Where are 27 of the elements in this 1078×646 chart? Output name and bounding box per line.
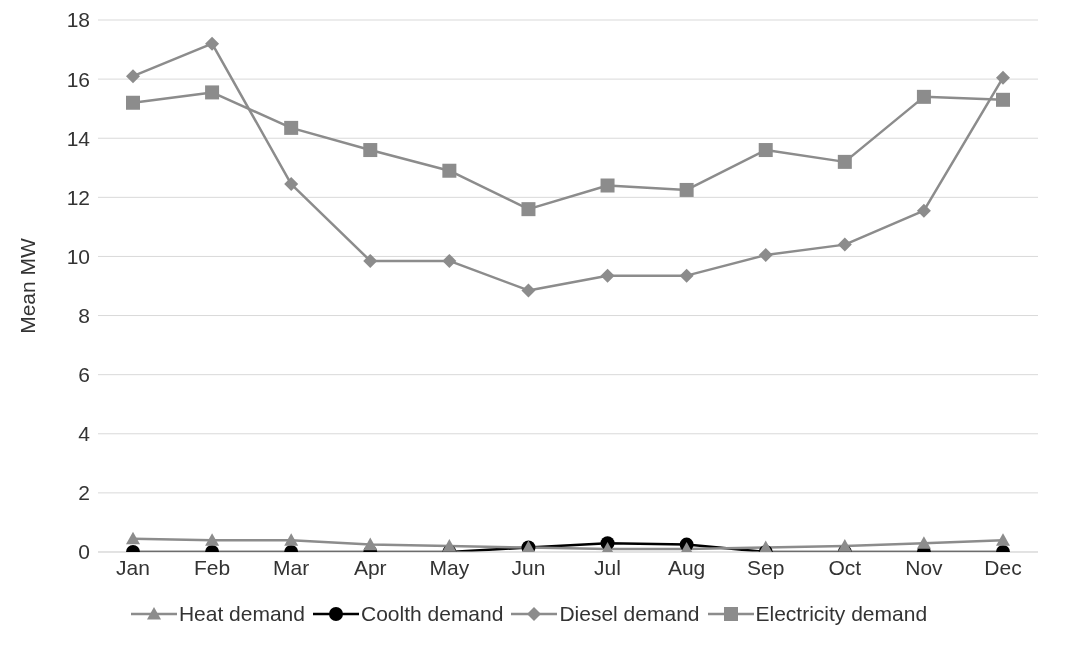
legend-label: Diesel demand <box>559 602 700 626</box>
x-tick-label: May <box>429 555 470 579</box>
x-tick-label: Jan <box>116 555 150 579</box>
y-tick-label: 18 <box>66 8 90 32</box>
legend-label: Heat demand <box>178 602 305 626</box>
y-tick-label: 8 <box>78 304 90 328</box>
y-tick-label: 4 <box>78 422 91 446</box>
legend-label: Electricity demand <box>755 602 928 626</box>
x-tick-label: Dec <box>984 555 1022 579</box>
y-tick-label: 14 <box>66 126 91 150</box>
y-tick-label: 10 <box>66 244 90 268</box>
x-tick-label: Sep <box>747 555 785 579</box>
y-tick-label: 16 <box>66 67 90 91</box>
y-axis-title: Mean MW <box>16 237 40 334</box>
y-tick-label: 12 <box>66 185 90 209</box>
x-tick-label: Mar <box>273 555 310 579</box>
y-tick-label: 6 <box>78 363 90 387</box>
y-tick-label: 2 <box>78 481 90 505</box>
y-tick-label: 0 <box>78 540 90 564</box>
legend-label: Coolth demand <box>360 602 504 626</box>
x-tick-label: Jun <box>511 555 546 579</box>
x-tick-label: Feb <box>194 555 231 579</box>
x-tick-label: Oct <box>828 555 862 579</box>
x-tick-label: Jul <box>594 555 621 579</box>
x-tick-label: Apr <box>353 555 387 579</box>
x-tick-label: Nov <box>905 555 944 579</box>
x-tick-label: Aug <box>667 555 706 579</box>
